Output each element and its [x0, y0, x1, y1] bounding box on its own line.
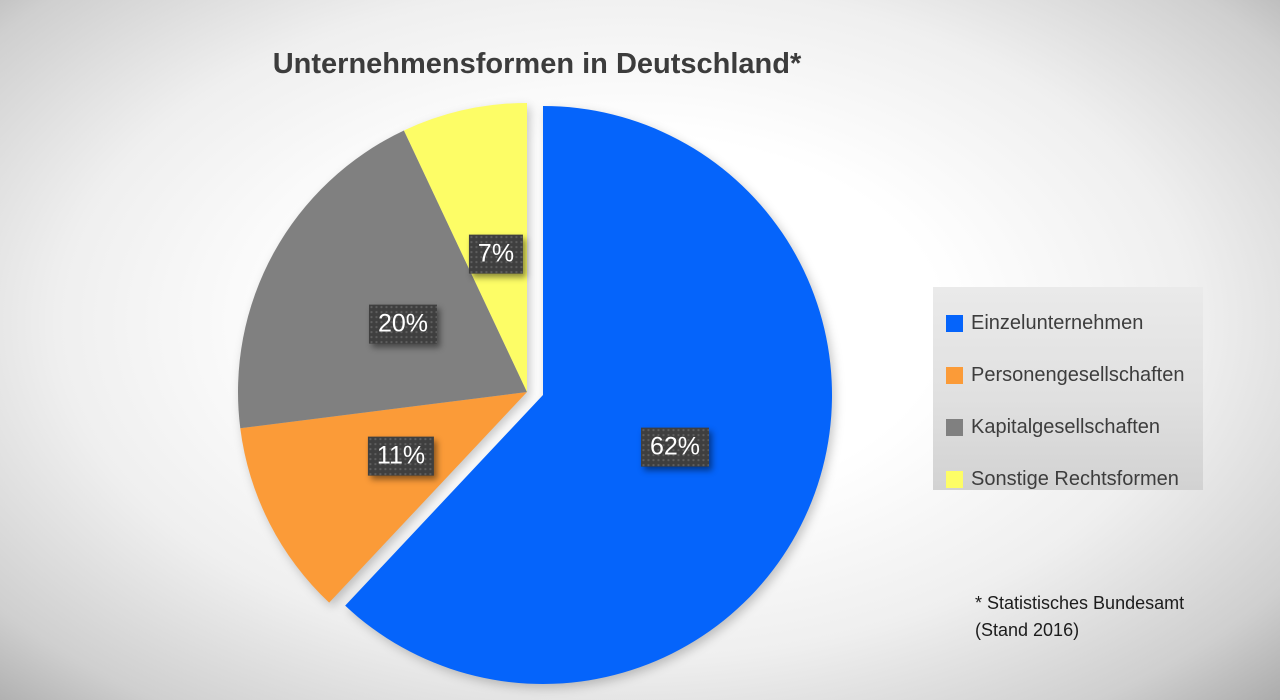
pie-slice-sonstige-rechtsformen: [403, 103, 527, 392]
pie-slice-einzelunternehmen: [345, 105, 833, 684]
legend-item-personengesellschaften: Personengesellschaften: [946, 349, 1203, 401]
pie-slice-personengesellschaften: [240, 392, 527, 603]
legend-item-einzelunternehmen: Einzelunternehmen: [946, 297, 1203, 349]
legend-swatch-icon: [946, 366, 963, 384]
chart-legend: Einzelunternehmen Personengesellschaften K…: [933, 287, 1203, 490]
legend-swatch-icon: [946, 470, 963, 488]
legend-swatch-icon: [946, 418, 963, 436]
data-label-kapitalgesellschaften: 20%: [368, 304, 438, 344]
chart-title: Unternehmensformen in Deutschland*: [272, 48, 802, 80]
data-label-personengesellschaften: 11%: [367, 436, 435, 476]
legend-label: Kapitalgesellschaften: [971, 415, 1161, 438]
legend-item-sonstige-rechtsformen: Sonstige Rechtsformen: [946, 453, 1203, 505]
footnote-line-2: (Stand 2016): [975, 620, 1080, 640]
data-label-sonstige-rechtsformen: 7%: [468, 234, 524, 274]
source-footnote: * Statistisches Bundesamt (Stand 2016): [975, 590, 1184, 644]
footnote-line-1: * Statistisches Bundesamt: [975, 593, 1185, 613]
legend-label: Einzelunternehmen: [971, 311, 1144, 334]
legend-label: Personengesellschaften: [971, 363, 1185, 386]
data-label-einzelunternehmen: 62%: [640, 427, 710, 467]
pie-slice-kapitalgesellschaften: [238, 130, 527, 429]
legend-label: Sonstige Rechtsformen: [971, 467, 1179, 490]
legend-item-kapitalgesellschaften: Kapitalgesellschaften: [946, 401, 1203, 453]
legend-swatch-icon: [946, 314, 963, 332]
